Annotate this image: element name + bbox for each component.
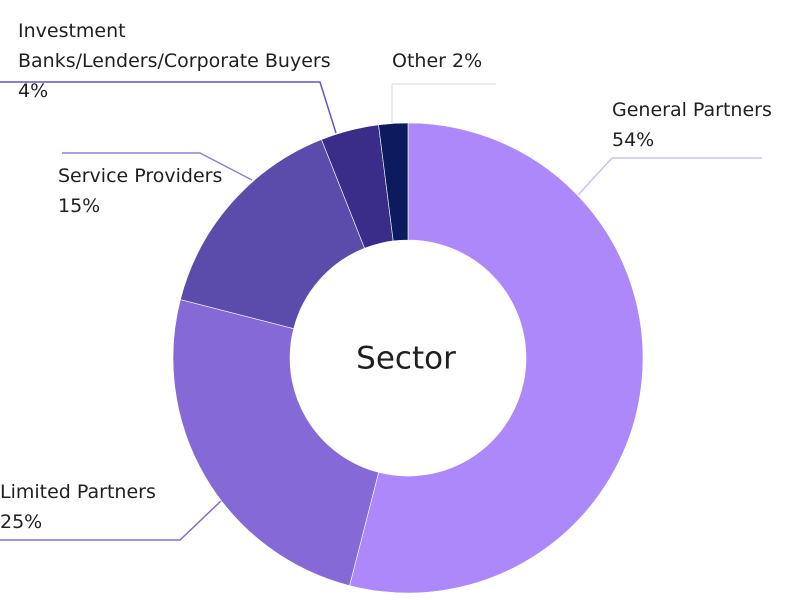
- slice-label: Other 2%: [392, 46, 512, 76]
- value-label: 25%: [0, 511, 43, 533]
- category-label: Service Providers: [58, 165, 223, 187]
- leader-line: [391, 83, 496, 125]
- category-label: Limited Partners: [0, 481, 156, 503]
- category-label: Investment Banks/Lenders/Corporate Buyer…: [18, 20, 331, 72]
- slice-label: Limited Partners 25%: [0, 477, 170, 537]
- leader-line: [0, 499, 223, 541]
- donut-slice: [180, 139, 365, 330]
- value-label: 2%: [452, 50, 483, 72]
- slice-label: General Partners 54%: [612, 95, 772, 155]
- value-label: 15%: [58, 195, 101, 217]
- donut-slice: [172, 299, 380, 586]
- donut-slice: [378, 122, 409, 242]
- category-label: General Partners: [612, 99, 772, 121]
- value-label: 4%: [18, 80, 49, 102]
- donut-slice: [349, 122, 644, 594]
- chart-title: Sector: [356, 341, 456, 377]
- value-label: 54%: [612, 129, 655, 151]
- leader-line: [62, 152, 253, 181]
- donut: [172, 122, 644, 594]
- slice-label: Service Providers 15%: [58, 161, 228, 221]
- category-label: Other: [392, 50, 446, 72]
- slice-label: Investment Banks/Lenders/Corporate Buyer…: [18, 16, 338, 106]
- leader-line: [577, 157, 762, 196]
- leader-line: [0, 81, 337, 134]
